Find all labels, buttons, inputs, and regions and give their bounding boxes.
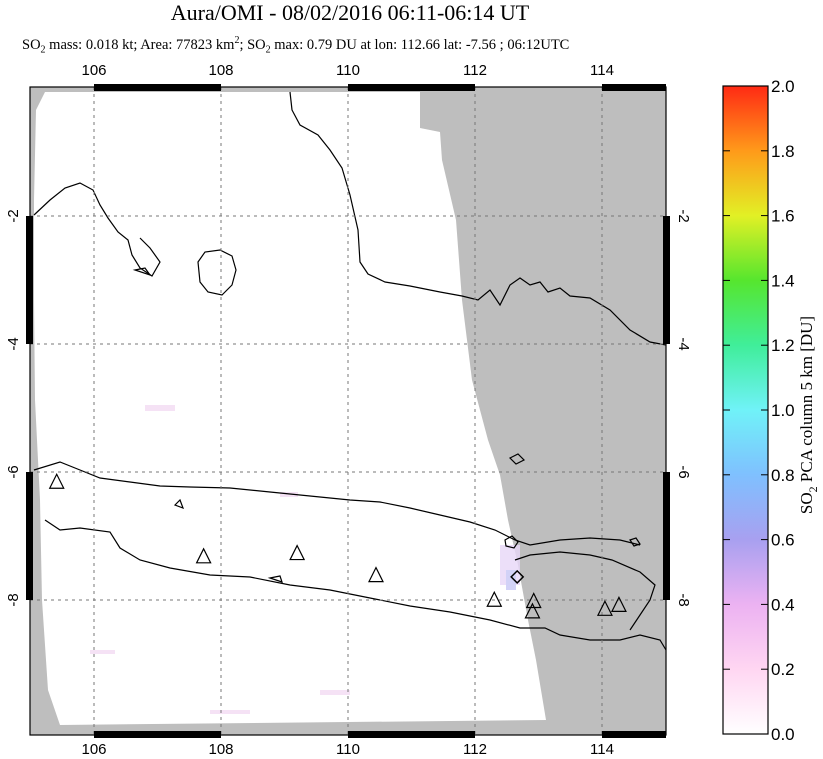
subtitle-so2-sub: 2 <box>40 44 46 56</box>
colorbar-label-prefix: SO <box>797 492 816 514</box>
lat-label-right: -2 <box>675 209 692 222</box>
lon-label-bottom: 114 <box>590 741 614 758</box>
volcano-triangle-icon <box>524 602 541 619</box>
volcano-triangle-icon <box>289 544 306 561</box>
subtitle-max-text: max: 0.79 DU at lon: 112.66 lat: -7.56 ;… <box>270 36 570 53</box>
left-lat-labels: -2 -4 -6 -8 <box>5 209 22 606</box>
so2-max-marker <box>510 569 525 584</box>
volcano-markers <box>48 472 627 619</box>
graticule <box>30 87 666 735</box>
colorbar-tick-label: 1.4 <box>771 271 795 290</box>
lat-label-left: -6 <box>5 465 22 478</box>
frame-bars <box>26 84 670 738</box>
colorbar-label: SO2 PCA column 5 km [DU] <box>797 316 820 514</box>
lon-label-top: 108 <box>208 62 233 79</box>
subtitle-area-sup: 2 <box>234 35 240 46</box>
map-title: Aura/OMI - 08/02/2016 06:11-06:14 UT <box>170 0 530 25</box>
colorbar-tick-label: 1.8 <box>771 142 795 161</box>
colorbar-tick-label: 0.0 <box>771 725 795 744</box>
lon-label-top: 114 <box>590 62 614 79</box>
subtitle-mass-text: mass: 0.018 kt; Area: 77823 km <box>45 36 235 53</box>
volcano-triangle-icon <box>368 566 384 583</box>
data-swath <box>34 92 546 725</box>
colorbar-tick-label: 1.0 <box>771 401 795 420</box>
lat-label-right: -4 <box>675 337 692 350</box>
lat-label-right: -8 <box>675 593 692 606</box>
colorbar-label-sub: 2 <box>806 486 820 492</box>
volcano-triangle-icon <box>610 596 627 613</box>
lon-label-bottom: 108 <box>208 741 233 758</box>
lat-label-left: -8 <box>5 593 22 606</box>
colorbar-tick-label: 1.6 <box>771 207 795 226</box>
bottom-lon-labels: 106 108 110 112 114 <box>81 741 613 758</box>
colorbar-tick-label: 0.2 <box>771 660 795 679</box>
colorbar-ticks: 0.0 0.2 0.4 0.6 0.8 1.0 1.2 1.4 1.6 1.8 2.0 <box>723 77 795 744</box>
lon-label-top: 106 <box>81 62 106 79</box>
colorbar-tick-label: 2.0 <box>771 77 795 96</box>
coastlines <box>33 91 666 651</box>
colorbar-tick-label: 1.2 <box>771 336 795 355</box>
lon-label-top: 110 <box>336 62 360 79</box>
lon-label-bottom: 110 <box>336 741 360 758</box>
lon-label-bottom: 106 <box>81 741 106 758</box>
lon-label-top: 112 <box>463 62 487 79</box>
max-marker-diamond-icon <box>510 569 525 584</box>
colorbar <box>722 85 769 735</box>
colorbar-label-rest: PCA column 5 km [DU] <box>797 316 816 486</box>
map-subtitle: SO2 mass: 0.018 kt; Area: 77823 km2; SO2… <box>22 35 569 56</box>
colorbar-tick-label: 0.6 <box>771 531 795 550</box>
subtitle-so2-prefix: SO <box>22 36 41 53</box>
map-panel <box>30 87 666 735</box>
subtitle-max-sub: 2 <box>265 44 271 56</box>
top-lon-labels: 106 108 110 112 114 <box>81 62 613 79</box>
volcano-triangle-icon <box>195 547 212 564</box>
volcano-triangle-icon <box>486 590 503 607</box>
subtitle-max-prefix: ; SO <box>239 36 266 53</box>
colorbar-tick-label: 0.8 <box>771 466 795 485</box>
lat-label-left: -2 <box>5 209 22 222</box>
colorbar-tick-label: 0.4 <box>771 595 795 614</box>
lat-label-right: -6 <box>675 465 692 478</box>
volcano-triangle-icon <box>596 599 613 616</box>
lon-label-bottom: 112 <box>463 741 487 758</box>
right-lat-labels: -2 -4 -6 -8 <box>675 209 692 606</box>
lat-label-left: -4 <box>5 337 22 350</box>
volcano-triangle-icon <box>48 472 65 489</box>
